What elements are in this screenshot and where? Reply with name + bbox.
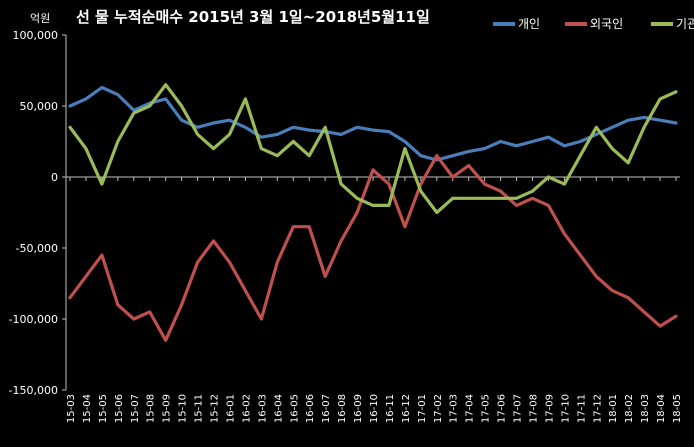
- x-tick-label: 18-05: [672, 394, 683, 423]
- x-tick-label: 15-08: [146, 394, 157, 423]
- x-tick-label: 18-04: [656, 394, 667, 423]
- x-tick-label: 16-05: [289, 394, 300, 423]
- x-tick-label: 16-01: [225, 394, 236, 423]
- x-tick-label: 16-06: [305, 394, 316, 423]
- axes: 100,000 50,000 0 -50,000 -100,000 -150,000 15-…: [9, 29, 683, 423]
- x-tick-label: 16-09: [353, 394, 364, 423]
- y-tick-label: 50,000: [20, 100, 59, 113]
- x-tick-label: 17-03: [449, 394, 460, 423]
- x-tick-label: 16-11: [385, 394, 396, 423]
- x-tick-label: 15-05: [98, 394, 109, 423]
- legend-label: 개인: [518, 17, 540, 31]
- x-tick-label: 15-10: [178, 394, 189, 423]
- x-tick-label: 18-01: [608, 394, 619, 423]
- x-tick-label: 17-08: [528, 394, 539, 423]
- y-tick-label: -150,000: [9, 384, 58, 397]
- series-line: [68, 154, 678, 342]
- x-tick-label: 15-09: [162, 394, 173, 423]
- x-tick-label: 15-07: [130, 394, 141, 423]
- x-tick-label: 16-12: [401, 394, 412, 423]
- x-tick-label: 15-03: [66, 394, 77, 423]
- x-tick-label: 16-10: [369, 394, 380, 423]
- legend: 개인 외국인 기관: [493, 17, 694, 31]
- x-tick-label: 17-02: [433, 394, 444, 423]
- chart-title: 선 물 누적순매수 2015년 3월 1일~2018년5월11일: [76, 8, 430, 26]
- x-tick-label: 16-03: [257, 394, 268, 423]
- y-tick-label: -50,000: [16, 242, 58, 255]
- y-tick-label: -100,000: [9, 313, 58, 326]
- x-tick-label: 18-03: [640, 394, 651, 423]
- x-tick-label: 15-04: [82, 394, 93, 423]
- legend-label: 외국인: [590, 17, 623, 31]
- x-tick-label: 17-12: [592, 394, 603, 423]
- x-tick-label: 18-02: [624, 394, 635, 423]
- x-tick-label: 16-08: [337, 394, 348, 423]
- x-tick-label: 15-11: [194, 394, 205, 423]
- y-tick-label: 100,000: [13, 29, 59, 42]
- series-line: [68, 85, 678, 162]
- x-tick-label: 17-10: [560, 394, 571, 423]
- y-tick-label: 0: [51, 171, 58, 184]
- x-tick-label: 16-07: [321, 394, 332, 423]
- series-line: [68, 83, 678, 215]
- x-tick-label: 15-06: [114, 394, 125, 423]
- x-tick-label: 17-04: [465, 394, 476, 423]
- x-tick-label: 17-01: [417, 394, 428, 423]
- unit-label: 억원: [30, 12, 50, 25]
- x-tick-label: 17-11: [576, 394, 587, 423]
- x-tick-label: 17-06: [497, 394, 508, 423]
- legend-label: 기관: [676, 17, 694, 31]
- x-tick-label: 16-04: [273, 394, 284, 423]
- series-layer: [68, 83, 678, 342]
- x-tick-label: 15-12: [210, 394, 221, 423]
- x-tick-label: 17-05: [481, 394, 492, 423]
- x-tick-label: 17-07: [513, 394, 524, 423]
- x-tick-label: 17-09: [544, 394, 555, 423]
- x-tick-label: 16-02: [241, 394, 252, 423]
